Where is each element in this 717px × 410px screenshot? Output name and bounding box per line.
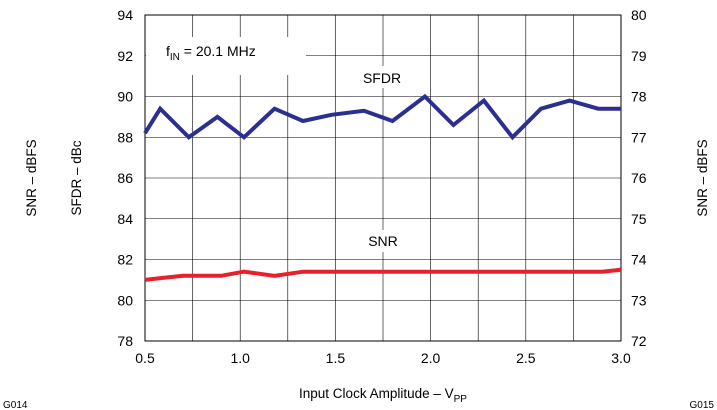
x-tick-label: 3.0 [611,350,631,366]
x-tick-label: 0.5 [135,350,155,366]
x-tick-label: 1.5 [326,350,346,366]
sfdr-series-label: SFDR [363,70,401,86]
y-ticks-left: 78 80 82 84 86 88 90 92 94 [117,7,133,349]
x-axis-title-main: Input Clock Amplitude – V [299,386,454,401]
annotation-prefix: f [166,43,170,59]
x-tick-label: 2.5 [516,350,536,366]
y-tick-label-left: 88 [117,129,133,145]
annotation-sub: IN [170,52,180,63]
y-tick-label-right: 72 [631,333,647,349]
annotation-box [146,37,306,75]
y-tick-label-left: 82 [117,252,133,268]
y-tick-label-right: 79 [631,48,647,64]
y-tick-label-right: 80 [631,7,647,23]
y-tick-label-left: 92 [117,48,133,64]
y-tick-label-left: 84 [117,211,133,227]
series-lines [143,93,622,282]
y-tick-label-left: 94 [117,7,133,23]
y-tick-label-right: 73 [631,292,647,308]
plot-frame [144,14,622,342]
y-axis-title-left-inner: SFDR – dBc [69,140,84,215]
y-tick-label-right: 78 [631,89,647,105]
x-tick-label: 2.0 [421,350,441,366]
y-tick-label-right: 74 [631,252,647,268]
y-axis-title-left-outer: SNR – dBFS [24,139,39,216]
x-ticks: 0.5 1.0 1.5 2.0 2.5 3.0 [135,350,631,366]
y-tick-label-left: 86 [117,170,133,186]
y-tick-label-left: 90 [117,89,133,105]
annotation-suffix: = 20.1 MHz [180,43,256,59]
annotation: fIN = 20.1 MHz [166,43,256,63]
y-tick-label-right: 75 [631,211,647,227]
x-tick-label: 1.0 [230,350,250,366]
figure-code-right: G015 [690,400,715,410]
y-tick-label-right: 77 [631,129,647,145]
y-tick-label-left: 80 [117,292,133,308]
snr-series-label: SNR [368,233,398,249]
figure-code-left: G014 [3,400,28,410]
sfdr-label-bg [354,66,410,88]
snr-label-bg [360,230,406,252]
y-tick-label-right: 76 [631,170,647,186]
y-axis-title-right: SNR – dBFS [695,139,710,216]
sfdr-line [143,93,621,141]
y-ticks-right: 72 73 74 75 76 77 78 79 80 [631,7,647,349]
x-axis-title-sub: PP [454,394,468,405]
y-tick-label-left: 78 [117,333,133,349]
x-axis-title: Input Clock Amplitude – VPP [299,386,467,405]
